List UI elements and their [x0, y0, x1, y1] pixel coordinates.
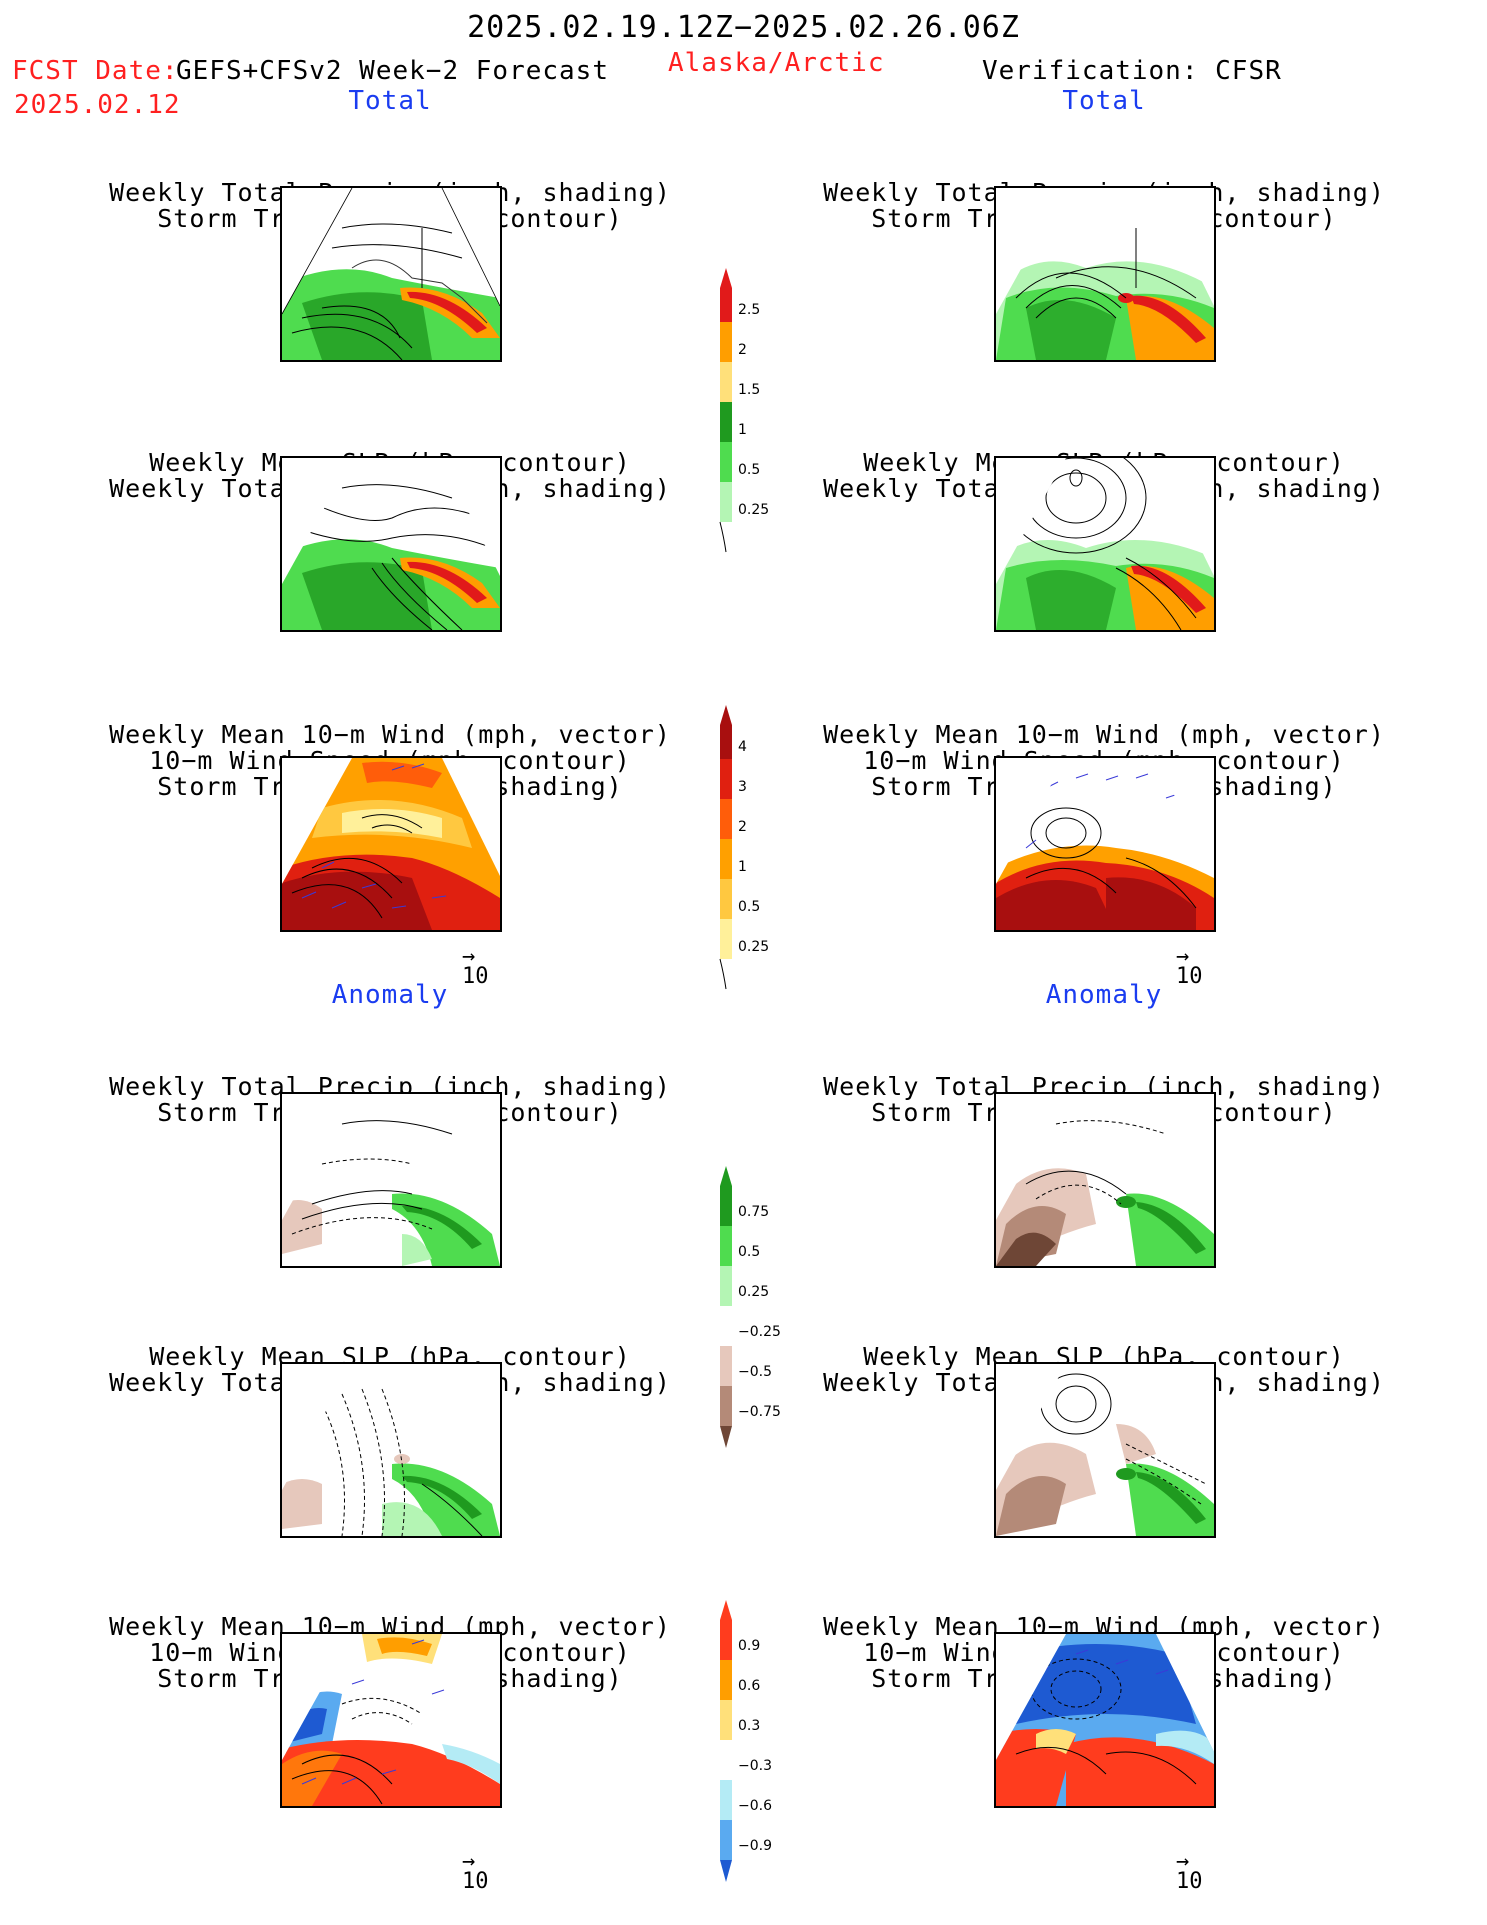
- vector-ref-r6-left: → 10: [462, 1849, 489, 1895]
- cbar-label: 0.25: [738, 939, 769, 955]
- colorbar-track-anom: 0.9 0.6 0.3 −0.3 −0.6 −0.9: [720, 1600, 800, 1894]
- cbar-label: 0.5: [738, 899, 760, 915]
- cbar-label: 1: [738, 422, 747, 438]
- map-r1-right-precip-total: [994, 186, 1216, 362]
- cbar-label: 0.6: [738, 1678, 760, 1694]
- cbar-label: −0.9: [738, 1838, 772, 1854]
- cbar-label: 1: [738, 859, 747, 875]
- colorbar-track-total: 4 3 2 1 0.5 0.25: [719, 705, 800, 999]
- colorbar-precip-total-svg: 2.5 2 1.5 1 0.5 0.25: [719, 268, 769, 553]
- cbar-top-cap: [720, 268, 732, 288]
- section-anomaly-right: Anomaly: [1045, 980, 1163, 1010]
- vector-ref-r6-right: → 10: [1176, 1849, 1203, 1895]
- cbar-label: 3: [738, 779, 747, 795]
- main-title: 2025.02.19.12Z−2025.02.26.06Z: [467, 10, 1020, 45]
- cbar-label: 0.9: [738, 1638, 760, 1654]
- cbar-label: 2.5: [738, 302, 760, 318]
- map-r4-left-precip-anom: [280, 1092, 502, 1268]
- fcst-model: GEFS+CFSv2 Week−2 Forecast: [176, 56, 609, 86]
- fcst-date: 2025.02.12: [14, 90, 181, 120]
- cbar-label: 0.5: [738, 462, 760, 478]
- fcst-date-label: FCST Date:: [12, 56, 179, 86]
- cbar-label: 0.25: [738, 1284, 769, 1300]
- map-r4-right-precip-anom: [994, 1092, 1216, 1268]
- section-total-right: Total: [1062, 86, 1146, 116]
- vector-ref-r3-left: → 10: [462, 944, 489, 990]
- map-r2-right-slp-precip: [994, 456, 1216, 632]
- section-total-left: Total: [348, 86, 432, 116]
- cbar-label: −0.5: [738, 1364, 772, 1380]
- cbar-label: −0.25: [738, 1324, 781, 1340]
- section-anomaly-left: Anomaly: [331, 980, 449, 1010]
- map-r5-left-slp-anom: [280, 1362, 502, 1538]
- cbar-label: −0.6: [738, 1798, 772, 1814]
- map-r6-right-wind-anom: [994, 1632, 1216, 1808]
- region-label: Alaska/Arctic: [668, 48, 885, 78]
- cbar-label: 0.25: [738, 502, 769, 518]
- cbar-label: 4: [738, 739, 747, 755]
- cbar-label: −0.75: [738, 1404, 781, 1420]
- map-r2-left-slp-precip: [280, 456, 502, 632]
- map-r3-right-wind-track: [994, 756, 1216, 932]
- cbar-label: 1.5: [738, 382, 760, 398]
- cbar-label: 0.3: [738, 1718, 760, 1734]
- verification-label: Verification: CFSR: [982, 56, 1282, 86]
- cbar-label: 0.75: [738, 1204, 769, 1220]
- vector-ref-r3-right: → 10: [1176, 944, 1203, 990]
- cbar-label: −0.3: [738, 1758, 772, 1774]
- map-r3-left-wind-track: [280, 756, 502, 932]
- map-r5-right-slp-anom: [994, 1362, 1216, 1538]
- cbar-label: 2: [738, 819, 747, 835]
- map-r6-left-wind-anom: [280, 1632, 502, 1808]
- cbar-label: 0.5: [738, 1244, 760, 1260]
- colorbar-precip-total: 2.5 2 1.5 1 0.5 0.25: [719, 268, 800, 562]
- cbar-label: 2: [738, 342, 747, 358]
- map-r1-left-precip-total: [280, 186, 502, 362]
- colorbar-precip-anom: 0.75 0.5 0.25 −0.25 −0.5 −0.75: [720, 1166, 800, 1460]
